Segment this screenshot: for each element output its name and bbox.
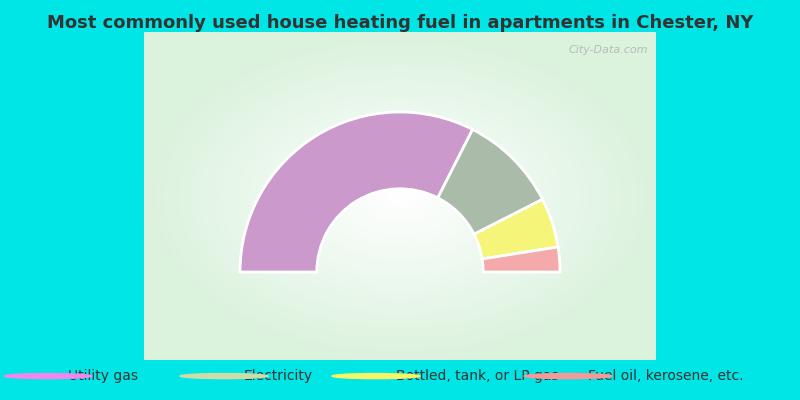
Text: City-Data.com: City-Data.com: [569, 45, 648, 55]
Wedge shape: [438, 130, 542, 234]
Circle shape: [4, 374, 92, 379]
Text: Utility gas: Utility gas: [68, 369, 138, 383]
Text: Most commonly used house heating fuel in apartments in Chester, NY: Most commonly used house heating fuel in…: [46, 14, 754, 32]
Wedge shape: [240, 112, 473, 272]
Text: Fuel oil, kerosene, etc.: Fuel oil, kerosene, etc.: [588, 369, 743, 383]
Circle shape: [524, 374, 612, 379]
Wedge shape: [474, 199, 558, 259]
Circle shape: [180, 374, 268, 379]
Circle shape: [332, 374, 420, 379]
Wedge shape: [482, 247, 560, 272]
Text: Electricity: Electricity: [244, 369, 313, 383]
Text: Bottled, tank, or LP gas: Bottled, tank, or LP gas: [396, 369, 558, 383]
